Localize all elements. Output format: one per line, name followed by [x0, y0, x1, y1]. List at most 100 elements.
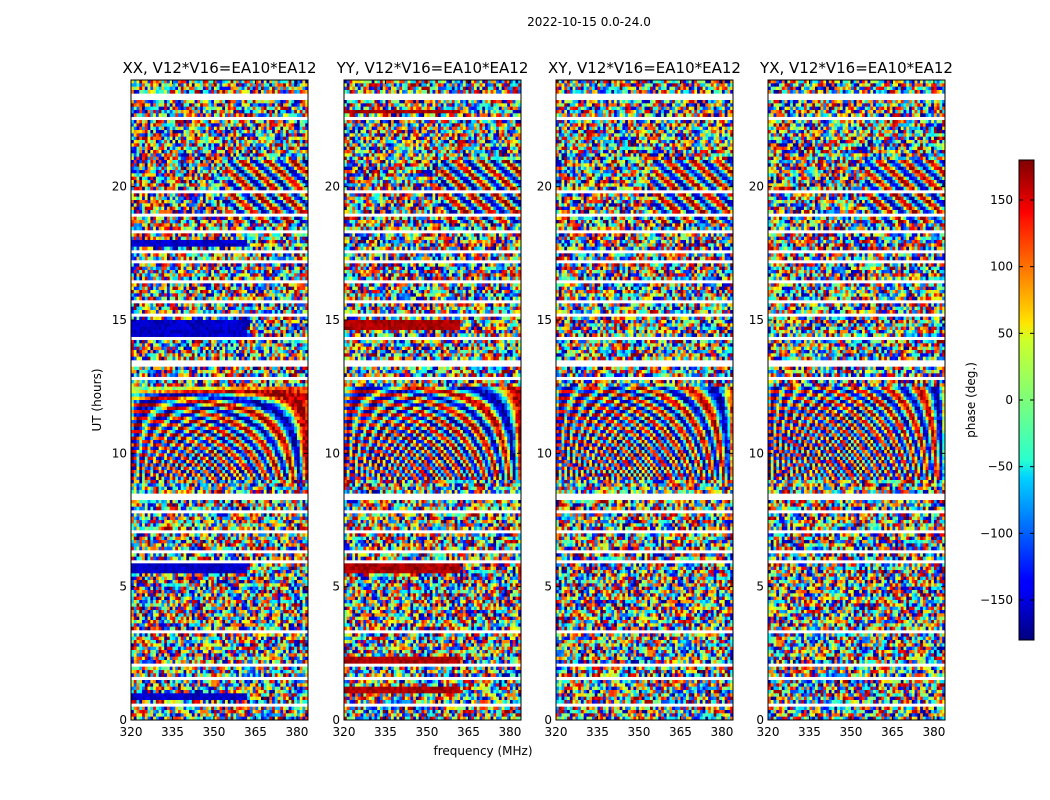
heatmap-cell [302, 263, 306, 267]
heatmap-cell [164, 80, 168, 84]
heatmap-cell [225, 366, 229, 371]
heatmap-cell [222, 113, 226, 117]
heatmap-cell [255, 350, 259, 354]
heatmap-cell [166, 170, 171, 174]
heatmap-cell [208, 130, 212, 134]
heatmap-cell [288, 233, 292, 237]
heatmap-cell [244, 86, 248, 91]
heatmap-cell [131, 183, 135, 187]
heatmap-cell [269, 146, 273, 151]
heatmap-cell [155, 106, 159, 111]
heatmap-cell [144, 303, 148, 307]
heatmap-cell [244, 316, 248, 321]
heatmap-cell [158, 340, 162, 344]
heatmap-cell [189, 80, 193, 84]
heatmap-cell [189, 306, 193, 311]
heatmap-cell [175, 323, 179, 327]
heatmap-cell [249, 83, 253, 87]
heatmap-cell [305, 183, 308, 187]
heatmap-cell [219, 286, 223, 291]
heatmap-cell [158, 136, 162, 141]
heatmap-cell [252, 353, 256, 357]
heatmap-cell [175, 326, 179, 331]
heatmap-cell [274, 143, 278, 147]
heatmap-cell [230, 140, 234, 144]
heatmap-cell [302, 183, 306, 187]
heatmap-cell [277, 306, 281, 311]
heatmap-cell [263, 283, 267, 287]
heatmap-cell [133, 233, 137, 237]
heatmap-cell [291, 210, 295, 214]
heatmap-cell [222, 120, 226, 124]
heatmap-cell [272, 130, 276, 134]
heatmap-cell [144, 103, 148, 107]
heatmap-cell [266, 346, 270, 351]
heatmap-cell [244, 366, 248, 371]
heatmap-cell [133, 316, 137, 321]
heatmap-cell [241, 233, 245, 237]
heatmap-cell [269, 153, 273, 157]
heatmap-cell [191, 193, 195, 197]
heatmap-cell [164, 216, 168, 221]
heatmap-cell [255, 380, 259, 384]
heatmap-cell [283, 126, 287, 131]
heatmap-cell [178, 273, 182, 277]
heatmap-cell [296, 216, 301, 221]
heatmap-cell [233, 173, 237, 177]
heatmap-cell [155, 186, 159, 191]
heatmap-cell [258, 270, 262, 274]
heatmap-cell [249, 110, 253, 114]
heatmap-cell [153, 150, 157, 154]
heatmap-cell [269, 243, 273, 247]
heatmap-cell [255, 170, 259, 174]
heatmap-cell [155, 256, 159, 261]
heatmap-cell [247, 326, 251, 331]
heatmap-cell [161, 143, 165, 147]
heatmap-cell [247, 220, 251, 224]
heatmap-cell [189, 283, 193, 287]
heatmap-cell [263, 343, 267, 347]
heatmap-cell [155, 123, 159, 127]
heatmap-cell [260, 210, 265, 214]
heatmap-cell [164, 153, 168, 157]
heatmap-cell [280, 193, 284, 197]
heatmap-cell [175, 320, 179, 324]
heatmap-cell [194, 156, 198, 161]
heatmap-cell [227, 243, 231, 247]
heatmap-cell [266, 220, 270, 224]
heatmap-cell [302, 270, 306, 274]
heatmap-cell [155, 113, 159, 117]
heatmap-cell [144, 243, 148, 247]
heatmap-cell [216, 343, 220, 347]
heatmap-cell [285, 333, 289, 337]
heatmap-cell [183, 160, 187, 164]
heatmap-cell [263, 320, 267, 324]
heatmap-cell [296, 90, 301, 94]
heatmap-cell [205, 353, 209, 357]
heatmap-cell [263, 256, 267, 261]
heatmap-cell [166, 283, 171, 287]
heatmap-cell [139, 113, 143, 117]
heatmap-cell [233, 153, 237, 157]
heatmap-cell [216, 286, 220, 291]
heatmap-cell [238, 296, 242, 301]
heatmap-cell [147, 173, 151, 177]
heatmap-cell [225, 150, 229, 154]
heatmap-cell [291, 206, 295, 211]
heatmap-cell [244, 353, 248, 357]
heatmap-cell [222, 110, 226, 114]
heatmap-cell [155, 156, 159, 161]
heatmap-cell [186, 263, 190, 267]
heatmap-cell [269, 356, 273, 361]
heatmap-cell [299, 306, 303, 311]
heatmap-cell [247, 166, 251, 171]
heatmap-cell [169, 166, 173, 171]
heatmap-cell [269, 290, 273, 294]
heatmap-cell [238, 203, 242, 207]
heatmap-cell [186, 243, 190, 247]
heatmap-cell [302, 273, 306, 277]
heatmap-cell [202, 153, 206, 157]
heatmap-cell [136, 326, 140, 331]
heatmap-cell [169, 180, 173, 184]
heatmap-cell [244, 133, 248, 137]
